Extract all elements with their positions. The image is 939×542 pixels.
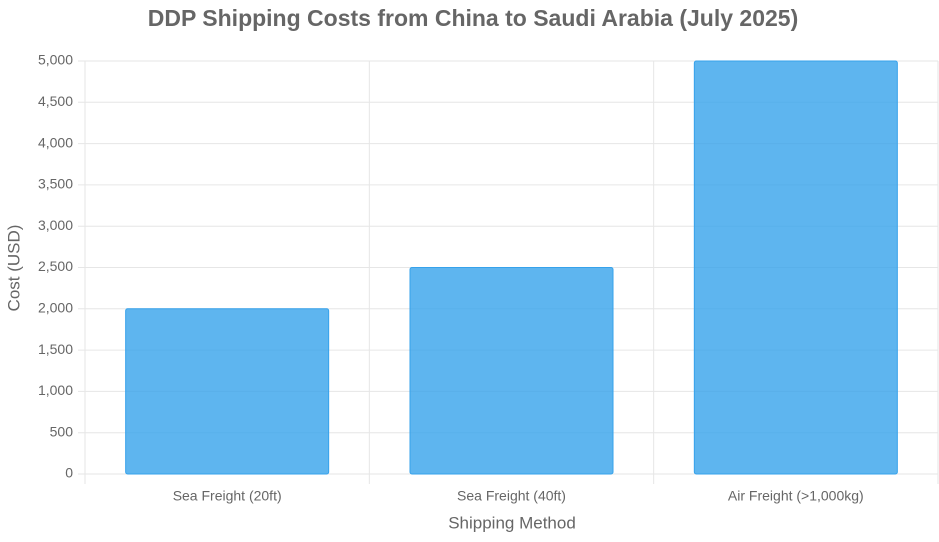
x-tick-label: Air Freight (>1,000kg) [728, 488, 864, 504]
y-tick-label: 0 [65, 465, 73, 481]
y-tick-label: 2,000 [38, 300, 73, 316]
bar [409, 267, 614, 475]
y-tick-label: 5,000 [38, 52, 73, 68]
y-tick-label: 3,000 [38, 217, 73, 233]
y-tick-label: 500 [50, 423, 74, 439]
y-tick-label: 4,500 [38, 93, 73, 109]
y-tick-label: 2,500 [38, 258, 73, 274]
x-tick-label: Sea Freight (40ft) [457, 488, 566, 504]
y-tick-label: 1,000 [38, 382, 73, 398]
y-axis-title: Cost (USD) [4, 225, 23, 312]
y-tick-label: 4,000 [38, 134, 73, 150]
y-tick-label: 3,500 [38, 176, 73, 192]
chart-title: DDP Shipping Costs from China to Saudi A… [148, 5, 799, 31]
x-axis-title: Shipping Method [448, 513, 576, 532]
y-tick-label: 1,500 [38, 341, 73, 357]
bar [125, 308, 330, 475]
x-tick-label: Sea Freight (20ft) [173, 488, 282, 504]
bar [693, 60, 898, 475]
